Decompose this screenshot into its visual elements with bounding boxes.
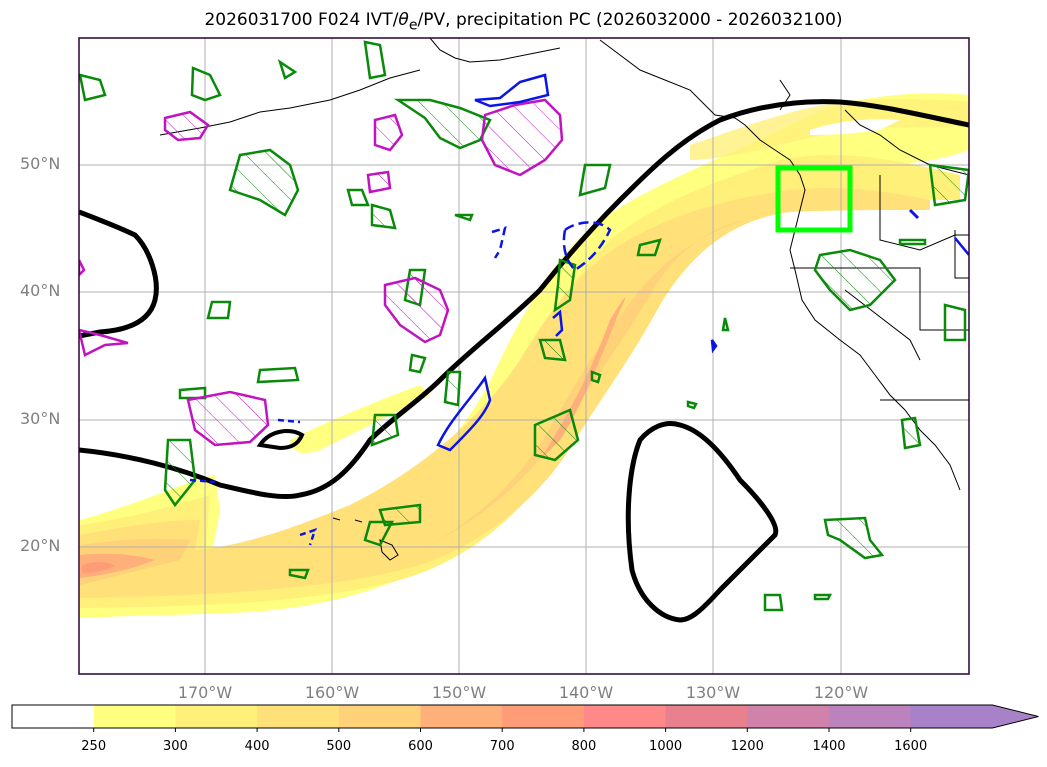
lat-label-20n: 20°N — [20, 536, 61, 555]
colorbar-tick-label: 600 — [408, 739, 433, 754]
colorbar-segment-8 — [665, 705, 748, 728]
target-region-box — [775, 165, 853, 233]
contours-magenta — [79, 98, 564, 447]
colorbar-tick-label: 1200 — [730, 739, 764, 754]
map-border — [78, 37, 970, 675]
map-title: 2026031700 F024 IVT/θe/PV, precipitation… — [204, 10, 843, 34]
lat-label-40n: 40°N — [20, 281, 61, 300]
colorbar-extend-triangle — [910, 705, 1039, 728]
colorbar-segment-5 — [420, 705, 503, 728]
colorbar-segment-4 — [338, 705, 421, 728]
lat-label-30n: 30°N — [20, 409, 61, 428]
colorbar-segment-2 — [175, 705, 258, 728]
colorbar-tick-label: 700 — [489, 739, 515, 754]
lon-label-150w: 150°W — [431, 683, 487, 702]
lon-label-170w: 170°W — [177, 683, 233, 702]
colorbar-segment-10 — [829, 705, 912, 728]
lon-label-160w: 160°W — [304, 683, 360, 702]
theta-contours-green — [79, 40, 969, 612]
colorbar-segment-3 — [257, 705, 340, 728]
colorbar — [11, 704, 1039, 732]
lon-label-130w: 130°W — [685, 683, 741, 702]
colorbar-tick-label: 1000 — [649, 739, 683, 754]
colorbar-segment-7 — [583, 705, 667, 728]
theta-contours-blue — [189, 73, 969, 546]
colorbar-tick-label: 400 — [244, 739, 270, 754]
colorbar-tick-label: 1600 — [894, 739, 928, 754]
lat-label-50n: 50°N — [20, 154, 61, 173]
colorbar-tick-label: 250 — [81, 739, 107, 754]
colorbar-tick-label: 300 — [162, 739, 188, 754]
colorbar-segment-6 — [502, 705, 585, 728]
colorbar-tick-label: 1400 — [812, 739, 846, 754]
colorbar-segment-1 — [93, 705, 176, 728]
colorbar-tick-label: 800 — [571, 739, 597, 754]
colorbar-segment-9 — [747, 705, 830, 728]
lon-label-120w: 120°W — [813, 683, 869, 702]
lon-label-140w: 140°W — [558, 683, 614, 702]
colorbar-tick-label: 500 — [326, 739, 352, 754]
colorbar-outline — [11, 704, 1039, 729]
colorbar-segment-0 — [12, 705, 95, 728]
ivt-fill — [80, 93, 969, 619]
pv-contours — [79, 99, 969, 623]
